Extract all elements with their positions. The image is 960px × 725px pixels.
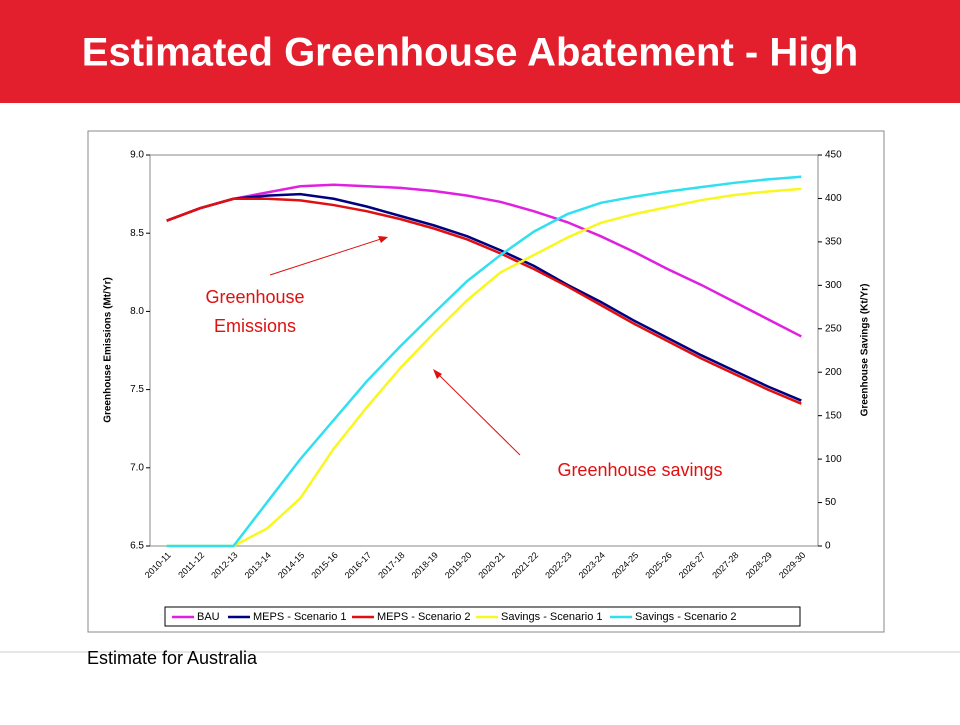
y2-tick-label: 100 [825, 454, 842, 465]
arrow [436, 372, 521, 456]
y2-tick-label: 350 [825, 237, 842, 248]
y2-tick-label: 300 [825, 280, 842, 291]
y-tick-label: 8.0 [130, 306, 144, 317]
plot-area [149, 154, 819, 547]
y2-tick-label: 50 [825, 497, 837, 508]
arrowhead [378, 236, 388, 243]
y-tick-label: 7.5 [130, 384, 144, 395]
legend-label: Savings - Scenario 2 [635, 611, 737, 623]
annotation: Greenhouse savings [557, 460, 722, 480]
legend-label: MEPS - Scenario 2 [377, 611, 471, 623]
series-line [166, 187, 802, 548]
footnote: Estimate for Australia [87, 648, 258, 668]
series-line [166, 175, 802, 548]
y-axis-title: Greenhouse Emissions (Mt/Yr) [103, 277, 114, 423]
y2-tick-label: 0 [825, 541, 831, 552]
y2-tick-label: 450 [825, 150, 842, 161]
y2-tick-label: 150 [825, 410, 842, 421]
legend: BAU MEPS - Scenario 1 MEPS - Scenario 2 Sav… [164, 606, 801, 627]
annotation: Greenhouse Emissions [205, 287, 304, 336]
y2-axis-title: Greenhouse Savings (Kt/Yr) [860, 284, 871, 417]
y2-tick-label: 400 [825, 193, 842, 204]
slide-title: Estimated Greenhouse Abatement - High [82, 31, 858, 75]
series-line [166, 197, 802, 405]
y-tick-label: 9.0 [130, 150, 144, 161]
annotation-line: Greenhouse [205, 287, 304, 307]
legend-label: BAU [197, 611, 220, 623]
series-line [166, 183, 802, 338]
y-tick-label: 7.0 [130, 462, 144, 473]
arrow [269, 237, 385, 276]
y-tick-label: 6.5 [130, 541, 144, 552]
y-tick-label: 8.5 [130, 228, 144, 239]
y2-tick-label: 250 [825, 323, 842, 334]
arrowhead [433, 369, 442, 379]
y2-tick-label: 200 [825, 367, 842, 378]
legend-label: MEPS - Scenario 1 [253, 611, 347, 623]
series-line [166, 192, 802, 402]
annotation-line: Emissions [214, 316, 296, 336]
legend-label: Savings - Scenario 1 [501, 611, 603, 623]
header-band [0, 0, 960, 103]
